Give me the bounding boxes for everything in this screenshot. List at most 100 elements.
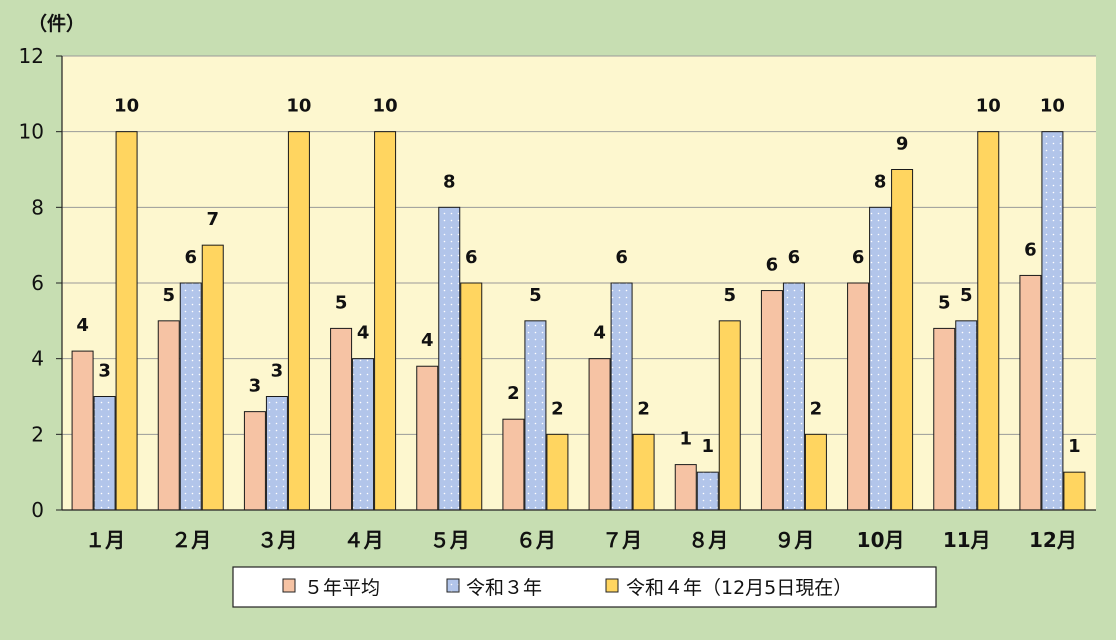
y-tick-label: 2 <box>31 422 44 446</box>
data-label: 6 <box>766 255 779 276</box>
legend: ５年平均 令和３年 令和４年（12月5日現在） <box>232 566 937 608</box>
data-label: 1 <box>701 436 714 457</box>
data-label: 9 <box>896 134 909 155</box>
x-tick-label: ２月 <box>171 528 211 552</box>
bar-5yr-avg <box>416 365 439 511</box>
gridlines <box>62 55 1096 435</box>
data-label: 6 <box>465 247 478 268</box>
bar-r4 <box>632 433 655 511</box>
data-label: 8 <box>874 171 887 192</box>
bar-r4 <box>977 131 1000 511</box>
data-label: 5 <box>529 285 542 306</box>
bar-5yr-avg <box>588 358 611 511</box>
x-axis: １月 ２月 ３月 ４月 ５月 ６月 ７月 ８月 ９月 10月 11月 12月 <box>62 509 1096 552</box>
data-label: 4 <box>357 323 370 344</box>
x-tick-label: ４月 <box>344 528 384 552</box>
x-tick-label: １月 <box>85 528 125 552</box>
data-label: 5 <box>335 292 348 313</box>
bar-r3 <box>610 282 633 511</box>
data-label: 6 <box>852 247 865 268</box>
bar-r3 <box>438 206 461 511</box>
data-label: 5 <box>960 285 973 306</box>
data-label: 4 <box>421 330 434 351</box>
y-tick-label: 8 <box>31 195 44 219</box>
legend-swatch-5yr-avg <box>282 578 296 593</box>
bar-r4 <box>374 131 397 511</box>
data-label: 1 <box>1068 436 1081 457</box>
bar-r3 <box>782 282 805 511</box>
data-label: 8 <box>443 171 456 192</box>
data-label: 3 <box>271 361 284 382</box>
legend-box <box>232 566 937 608</box>
bars <box>71 131 1086 511</box>
bar-5yr-avg <box>760 290 783 511</box>
data-label: 10 <box>976 96 1001 117</box>
bar-r4 <box>287 131 310 511</box>
bar-5yr-avg <box>933 327 956 511</box>
bar-r3 <box>955 320 978 511</box>
data-label: 2 <box>810 398 823 419</box>
x-tick-label: ６月 <box>516 528 556 552</box>
y-tick-label: 0 <box>31 498 44 522</box>
bar-5yr-avg <box>674 464 697 511</box>
legend-swatch-r4 <box>605 578 619 593</box>
data-label: 10 <box>114 96 139 117</box>
data-label: 10 <box>286 96 311 117</box>
data-label: 10 <box>1040 96 1065 117</box>
data-label: 5 <box>938 292 951 313</box>
data-label: 6 <box>788 247 801 268</box>
y-axis-unit: （件） <box>28 12 85 35</box>
x-tick-label: ３月 <box>257 528 297 552</box>
bar-r4 <box>460 282 483 511</box>
legend-label-r4: 令和４年（12月5日現在） <box>626 577 852 599</box>
x-tick-label: ５月 <box>430 528 470 552</box>
bar-5yr-avg <box>847 282 870 511</box>
bar-r3 <box>524 320 547 511</box>
data-label: 5 <box>162 285 175 306</box>
bar-r4 <box>201 244 224 511</box>
legend-swatch-r3 <box>446 578 460 593</box>
data-label: 7 <box>206 209 219 230</box>
bar-r3 <box>1041 131 1064 511</box>
bar-r4 <box>546 433 569 511</box>
data-label: 2 <box>551 398 564 419</box>
y-tick-label: 4 <box>31 347 44 371</box>
data-label: 5 <box>723 285 736 306</box>
data-label: 4 <box>593 323 606 344</box>
x-tick-label: 10月 <box>857 528 905 552</box>
bar-5yr-avg <box>502 418 525 511</box>
bar-r4 <box>718 320 741 511</box>
data-label: 2 <box>637 398 650 419</box>
data-label: 4 <box>76 315 89 336</box>
bar-r3 <box>696 471 719 511</box>
y-tick-label: 6 <box>31 271 44 295</box>
bar-r3 <box>265 396 288 511</box>
x-tick-label: ７月 <box>602 528 642 552</box>
x-tick-label: 12月 <box>1029 528 1077 552</box>
bar-5yr-avg <box>157 320 180 511</box>
data-label: 1 <box>679 429 692 450</box>
x-tick-label: 11月 <box>943 528 991 552</box>
bar-r4 <box>1063 471 1086 511</box>
bar-r3 <box>179 282 202 511</box>
bar-5yr-avg <box>330 327 353 511</box>
bar-r4 <box>115 131 138 511</box>
x-tick-label: ９月 <box>774 528 814 552</box>
data-label: 3 <box>98 361 111 382</box>
data-label: 6 <box>184 247 197 268</box>
bar-5yr-avg <box>71 350 94 511</box>
y-tick-label: 10 <box>19 120 44 144</box>
legend-label-r3: 令和３年 <box>466 577 542 599</box>
x-tick-label: ８月 <box>688 528 728 552</box>
bar-r3 <box>869 206 892 511</box>
bar-5yr-avg <box>243 411 266 511</box>
bar-r4 <box>804 433 827 511</box>
bar-5yr-avg <box>1019 274 1042 511</box>
data-label: 10 <box>373 96 398 117</box>
bar-r3 <box>352 358 375 511</box>
data-label: 6 <box>1024 239 1037 260</box>
y-axis: 0 2 4 6 8 10 12 <box>19 44 63 522</box>
bar-r3 <box>93 396 116 511</box>
